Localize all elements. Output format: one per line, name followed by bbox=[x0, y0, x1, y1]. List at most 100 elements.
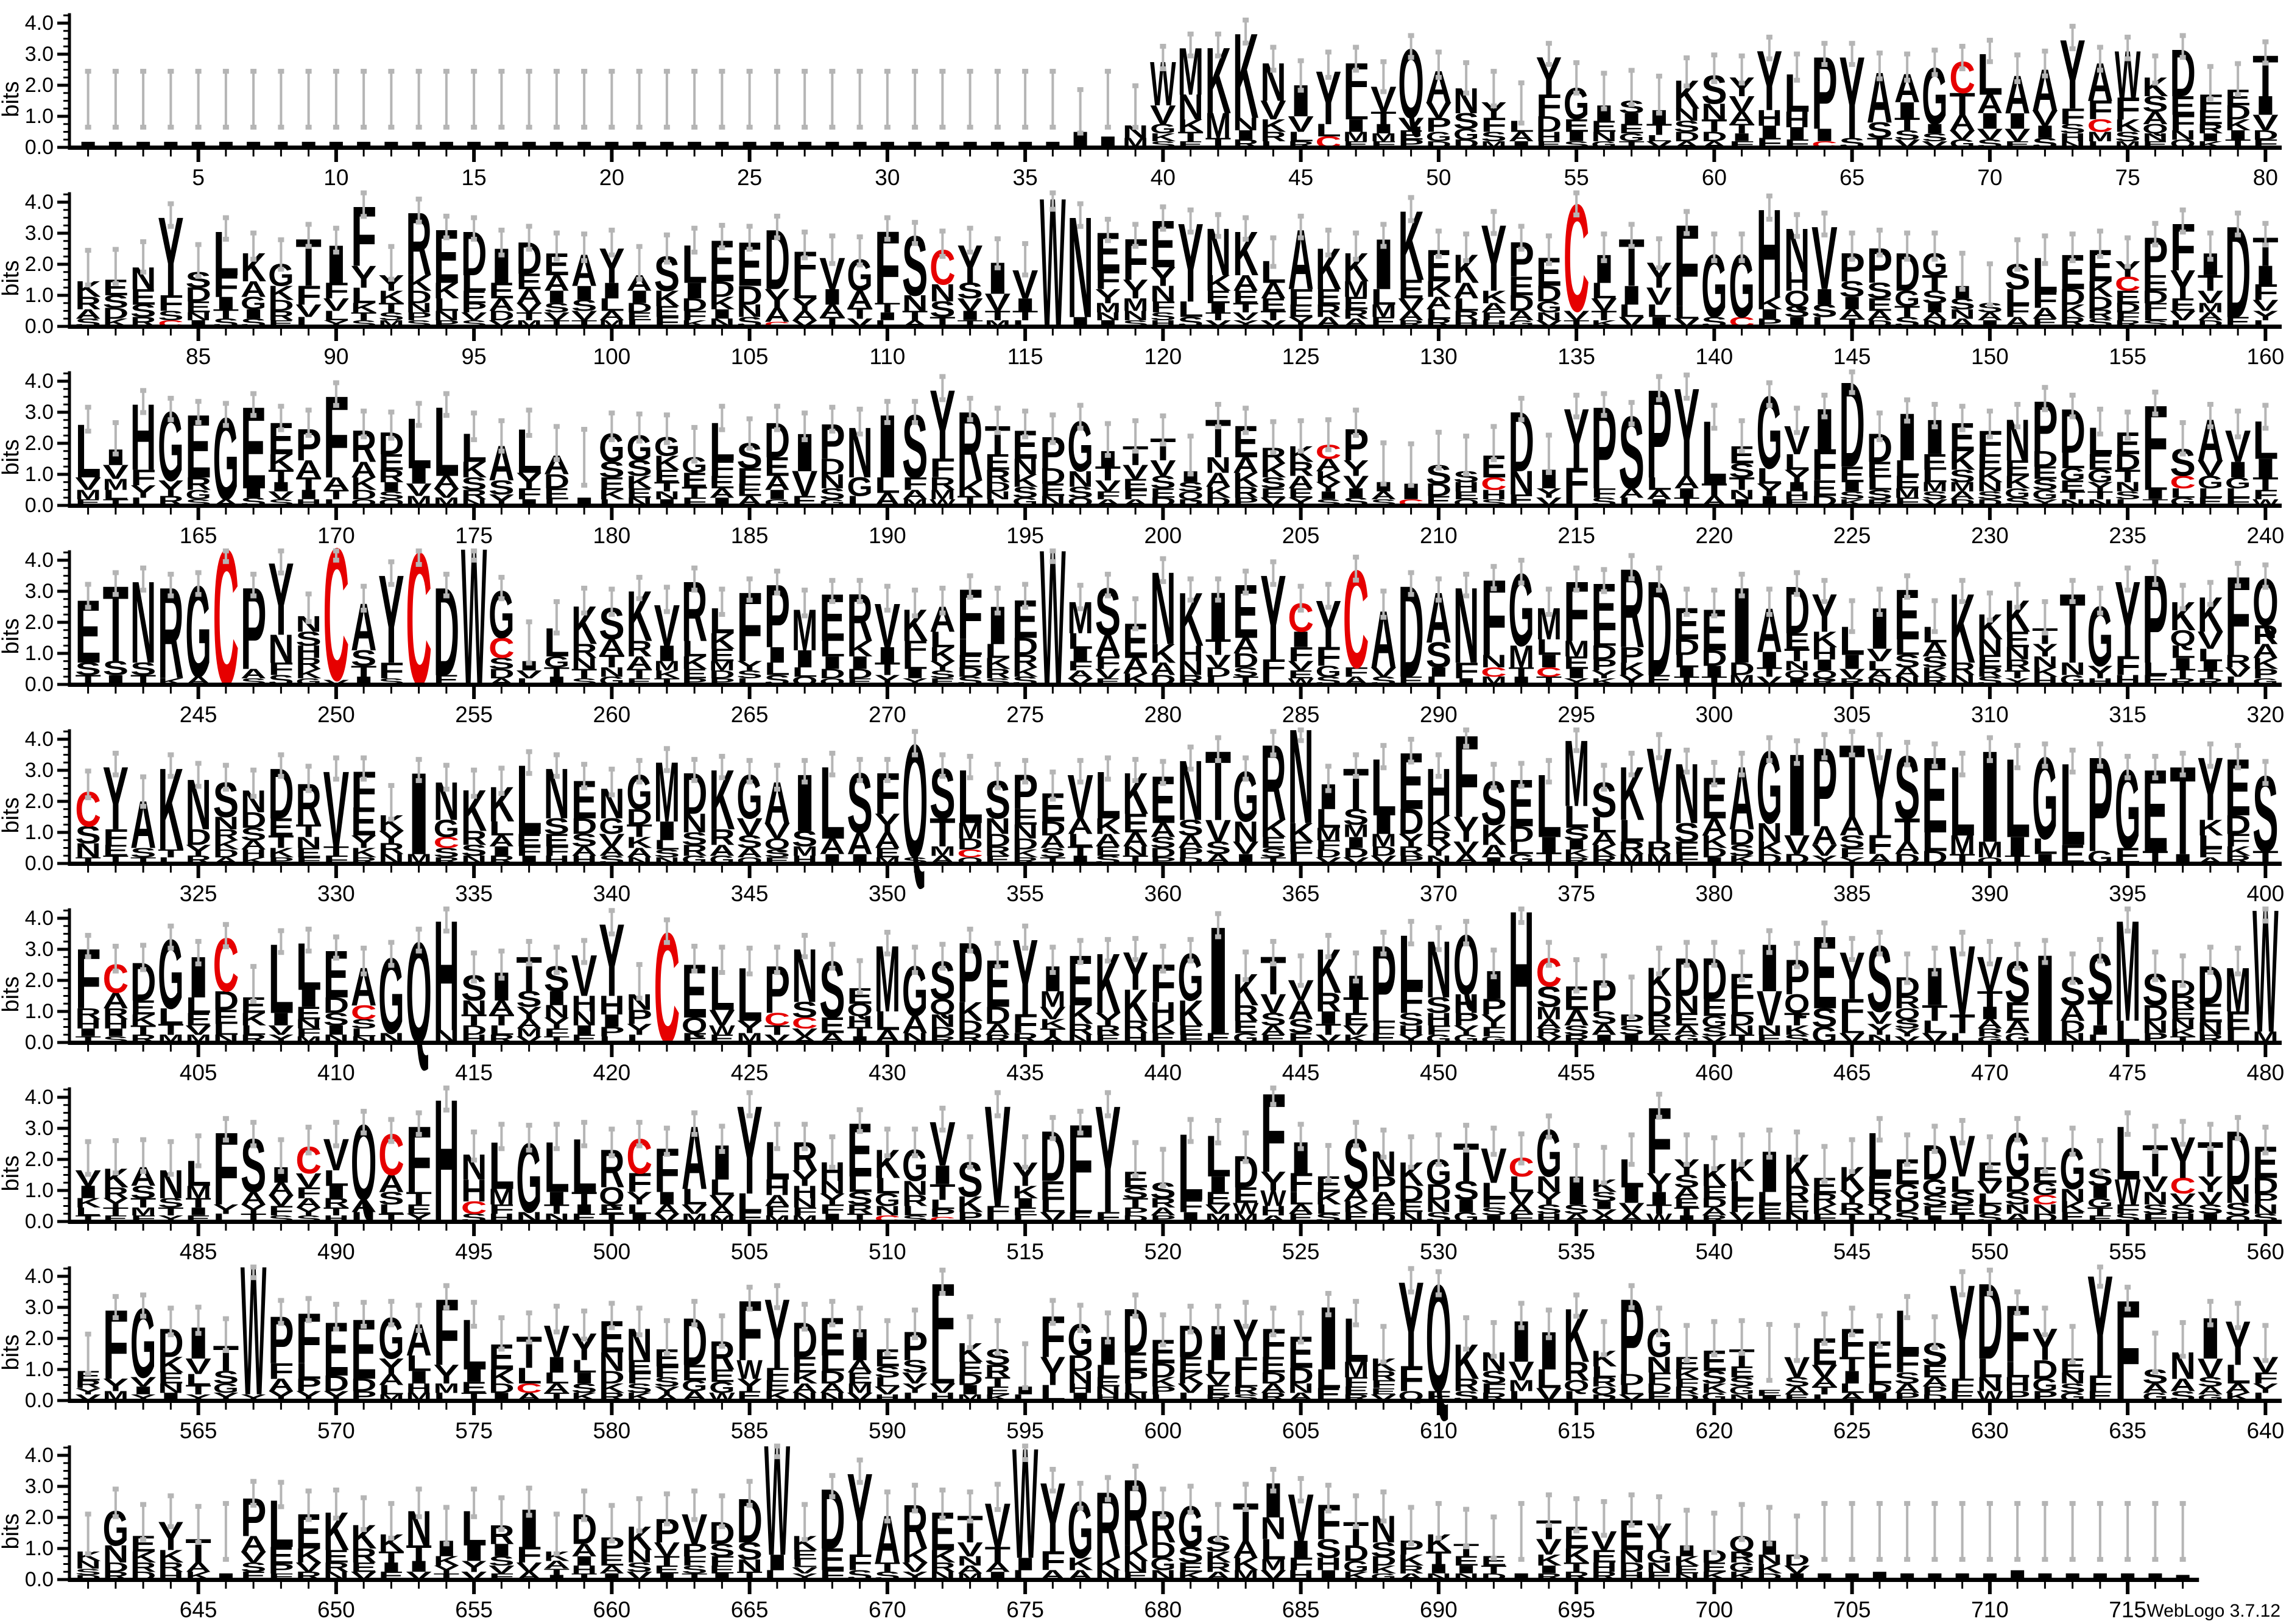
y-tick-label: 1.0 bbox=[25, 1537, 54, 1560]
sequence-stack: EVI bbox=[792, 423, 818, 508]
residue-D: D bbox=[1012, 633, 1039, 660]
residue-S: S bbox=[957, 278, 983, 303]
residue-M: M bbox=[654, 658, 680, 673]
y-tick-label: 2.0 bbox=[25, 1506, 54, 1529]
residue-A: A bbox=[241, 837, 267, 852]
residue-T: T bbox=[323, 487, 350, 502]
residue-V: V bbox=[1453, 838, 1480, 858]
residue-N: N bbox=[434, 308, 460, 323]
residue-A: A bbox=[819, 301, 845, 321]
residue-E: E bbox=[1453, 489, 1480, 502]
residue-K: K bbox=[295, 666, 322, 681]
residue-M: M bbox=[1564, 636, 1590, 661]
residue-N: N bbox=[736, 301, 763, 321]
y-tick-label: 3.0 bbox=[25, 1475, 54, 1498]
residue-A: A bbox=[626, 653, 652, 673]
x-tick-label: 25 bbox=[737, 165, 762, 190]
residue-D: D bbox=[571, 814, 598, 838]
residue-F: F bbox=[2032, 287, 2058, 312]
residue-S: S bbox=[2115, 489, 2141, 502]
residue-F: F bbox=[2059, 104, 2086, 128]
x-tick-label: 700 bbox=[1696, 1597, 1734, 1622]
residue-D: D bbox=[985, 479, 1011, 494]
residue-E: E bbox=[654, 466, 680, 486]
residue-T: T bbox=[571, 666, 598, 681]
residue-I: I bbox=[875, 642, 901, 667]
residue-L: L bbox=[1922, 466, 1948, 486]
x-tick-label: 100 bbox=[593, 344, 631, 369]
residue-D: D bbox=[1040, 463, 1066, 488]
residue-D: D bbox=[1040, 817, 1066, 840]
y-axis-label: bits bbox=[0, 797, 24, 833]
residue-N: N bbox=[1729, 487, 1755, 502]
x-tick-label: 35 bbox=[1013, 165, 1038, 190]
logo-row-svg-2: 0.01.02.03.04.0bitsSARKKDSERSENCSFYINEDS… bbox=[0, 160, 2284, 369]
residue-G: G bbox=[2005, 485, 2031, 501]
residue-S: S bbox=[1784, 303, 1810, 321]
residue-I: I bbox=[1536, 832, 1562, 857]
x-tick-label: 135 bbox=[1557, 344, 1595, 369]
residue-K: K bbox=[985, 655, 1011, 672]
residue-A: A bbox=[571, 843, 598, 859]
residue-G: G bbox=[1618, 131, 1645, 144]
residue-I: I bbox=[1701, 663, 1727, 680]
y-axis-label: bits bbox=[0, 618, 24, 654]
residue-A: A bbox=[1481, 841, 1507, 861]
residue-V: V bbox=[544, 310, 570, 323]
residue-E: E bbox=[378, 449, 404, 474]
residue-E: E bbox=[1757, 1388, 1783, 1398]
y-axis-label: bits bbox=[0, 1334, 24, 1370]
residue-E: E bbox=[1260, 485, 1286, 501]
residue-R: R bbox=[1233, 483, 1259, 501]
residue-L: L bbox=[323, 308, 350, 323]
logo-row-5: 0.0 1.0 2.0 3.0 4.0 bits T N S C T E F Y T S A L T K R Y D N A D K… bbox=[0, 701, 2289, 906]
residue-V: V bbox=[461, 310, 487, 323]
residue-V: V bbox=[1867, 645, 1893, 665]
residue-I: I bbox=[902, 666, 928, 681]
y-tick-label: 0.0 bbox=[25, 1210, 54, 1233]
residue-E: E bbox=[1894, 472, 1920, 492]
residue-F: F bbox=[2005, 301, 2031, 321]
residue-V: V bbox=[1288, 658, 1314, 673]
residue-A: A bbox=[819, 834, 845, 859]
residue-L: L bbox=[1646, 133, 1673, 144]
residue-E: E bbox=[461, 287, 487, 307]
residue-Y: Y bbox=[2087, 479, 2114, 494]
residue-A: A bbox=[1095, 830, 1121, 850]
residue-S: S bbox=[158, 308, 184, 323]
residue-I: I bbox=[2198, 658, 2224, 673]
y-tick-label: 4.0 bbox=[25, 728, 54, 751]
residue-M: M bbox=[1370, 830, 1397, 850]
residue-A: A bbox=[1150, 819, 1176, 842]
residue-T: T bbox=[1646, 121, 1673, 139]
residue-S: S bbox=[1150, 834, 1176, 851]
residue-N: N bbox=[1977, 634, 2003, 659]
residue-S: S bbox=[1894, 127, 1920, 142]
y-tick-label: 1.0 bbox=[25, 105, 54, 128]
residue-N: N bbox=[2059, 659, 2086, 679]
residue-E: E bbox=[1288, 668, 1314, 681]
residue-N: N bbox=[1177, 88, 1204, 128]
residue-R: R bbox=[985, 666, 1011, 681]
residue-T: T bbox=[2059, 489, 2086, 502]
residue-I: I bbox=[1618, 110, 1645, 128]
x-tick-label: 95 bbox=[462, 344, 487, 369]
x-tick-label: 80 bbox=[2253, 165, 2278, 190]
residue-D: D bbox=[1536, 281, 1562, 306]
residue-V: V bbox=[2198, 287, 2224, 307]
residue-D: D bbox=[1426, 480, 1452, 500]
residue-R: R bbox=[929, 474, 956, 494]
residue-Y: Y bbox=[1536, 485, 1562, 501]
residue-I: I bbox=[1564, 837, 1590, 852]
residue-T: T bbox=[1922, 270, 1948, 295]
residue-T: T bbox=[2087, 489, 2114, 502]
